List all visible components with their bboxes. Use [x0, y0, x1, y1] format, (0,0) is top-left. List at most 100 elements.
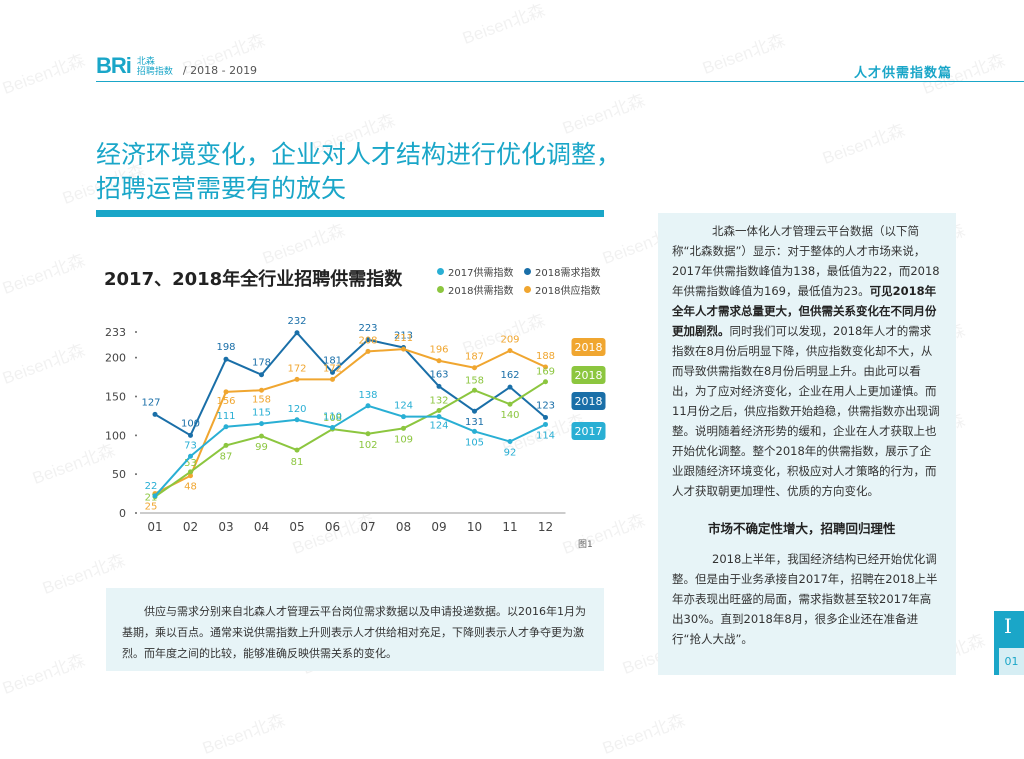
headline-underline — [96, 210, 604, 217]
data-label: 172 — [323, 363, 342, 374]
data-label: 209 — [500, 335, 519, 346]
data-point — [472, 387, 477, 393]
page-headline: 经济环境变化，企业对人才结构进行优化调整， 招聘运营需要有的放矢 — [96, 138, 621, 206]
series-line — [154, 380, 547, 498]
data-label: 48 — [184, 482, 197, 493]
legend-dot — [437, 268, 444, 275]
data-note: 供应与需求分别来自北森人才管理云平台岗位需求数据以及申请投递数据。以2016年1… — [106, 588, 604, 671]
x-tick-label: 04 — [254, 520, 269, 534]
legend-dot — [437, 286, 444, 293]
watermark-text: Beisen北森 — [260, 220, 348, 269]
x-tick-label: 08 — [396, 520, 411, 534]
data-label: 198 — [216, 342, 235, 353]
legend-item: 2018需求指数 — [524, 264, 600, 279]
logo-text-line2: 招聘指数 — [136, 67, 173, 77]
logo-text-line1: 北森 — [136, 57, 155, 67]
year-range: / 2018 - 2019 — [182, 64, 258, 77]
para1-start: 北森一体化人才管理云平台数据（以下简称“北森数据”）显示：对于整体的人才市场来说… — [672, 224, 940, 298]
watermark-text: Beisen北森 — [460, 0, 548, 49]
data-point — [330, 425, 335, 431]
y-tick-dot — [135, 473, 137, 476]
legend-label: 2018供需指数 — [448, 286, 514, 297]
series-line — [154, 348, 546, 495]
data-label: 213 — [394, 331, 413, 342]
data-label: 73 — [184, 440, 197, 451]
watermark-text: Beisen北森 — [820, 120, 908, 169]
data-label: 25 — [145, 502, 158, 513]
data-point — [507, 348, 513, 354]
data-label: 127 — [141, 397, 160, 408]
watermark-text: Beisen北森 — [700, 30, 788, 79]
x-tick-label: 12 — [538, 520, 553, 534]
data-label: 158 — [465, 375, 484, 386]
brand-logo: BRi 北森 招聘指数 / 2018 - 2019 — [96, 55, 258, 78]
data-point — [365, 403, 371, 409]
data-label: 140 — [500, 410, 519, 421]
data-point — [401, 346, 406, 352]
data-point — [330, 376, 335, 382]
data-point — [152, 493, 158, 499]
data-label: 123 — [536, 400, 555, 411]
data-label: 232 — [287, 316, 306, 327]
y-tick-dot — [135, 331, 137, 333]
data-point — [507, 384, 513, 390]
legend-item: 2018供应指数 — [524, 282, 600, 297]
data-label: 53 — [184, 458, 197, 469]
data-label: 87 — [220, 451, 233, 462]
x-tick-label: 07 — [360, 520, 375, 534]
data-point — [294, 330, 300, 336]
series-end-tag — [571, 366, 606, 384]
data-label: 188 — [536, 351, 555, 362]
data-label: 99 — [255, 442, 268, 453]
data-point — [188, 469, 193, 475]
data-point — [472, 408, 477, 414]
chart-title: 2017、2018年全行业招聘供需指数 — [104, 269, 403, 290]
x-tick-label: 01 — [147, 520, 162, 534]
data-label: 114 — [536, 430, 555, 441]
data-label: 163 — [429, 369, 448, 380]
data-point — [543, 421, 548, 427]
page-number: 01 — [999, 648, 1024, 675]
data-point — [436, 414, 442, 420]
y-tick-label: 50 — [112, 468, 126, 481]
headline-line1: 经济环境变化，企业对人才结构进行优化调整， — [96, 140, 622, 169]
data-point — [223, 442, 229, 448]
data-point — [223, 356, 229, 362]
x-tick-label: 11 — [502, 520, 517, 534]
data-label: 115 — [252, 408, 271, 419]
data-label: 102 — [358, 440, 377, 451]
analysis-paragraph: 北森一体化人才管理云平台数据（以下简称“北森数据”）显示：对于整体的人才市场来说… — [672, 221, 942, 501]
data-point — [330, 369, 335, 375]
data-label: 162 — [500, 370, 519, 381]
data-point — [223, 424, 229, 430]
data-label: 156 — [216, 396, 235, 407]
legend-label: 2018供应指数 — [535, 286, 601, 297]
data-label: 211 — [394, 333, 413, 344]
data-point — [401, 425, 406, 431]
data-point — [365, 337, 371, 343]
data-label: 181 — [323, 355, 342, 366]
watermark-text: Beisen北森 — [600, 710, 688, 759]
data-label: 100 — [181, 418, 200, 429]
data-point — [294, 376, 300, 382]
data-point — [152, 411, 158, 417]
data-point — [259, 433, 264, 439]
y-tick-label: 100 — [105, 429, 126, 442]
data-label: 138 — [358, 390, 377, 401]
x-tick-label: 06 — [325, 520, 340, 534]
y-tick-label: 150 — [105, 390, 126, 403]
data-point — [365, 431, 371, 437]
analysis-panel: 北森一体化人才管理云平台数据（以下简称“北森数据”）显示：对于整体的人才市场来说… — [658, 213, 956, 675]
header-divider — [96, 81, 1024, 82]
data-point — [436, 407, 442, 413]
watermark-text: Beisen北森 — [0, 340, 88, 389]
data-label: 92 — [504, 448, 517, 459]
y-tick-label: 200 — [105, 352, 126, 365]
data-point — [259, 387, 264, 393]
analysis-heading: 市场不确定性增大，招聘回归理性 — [708, 521, 896, 536]
data-point — [188, 453, 193, 459]
data-point — [472, 428, 477, 434]
data-label: 81 — [291, 457, 304, 468]
series-line — [154, 331, 547, 437]
